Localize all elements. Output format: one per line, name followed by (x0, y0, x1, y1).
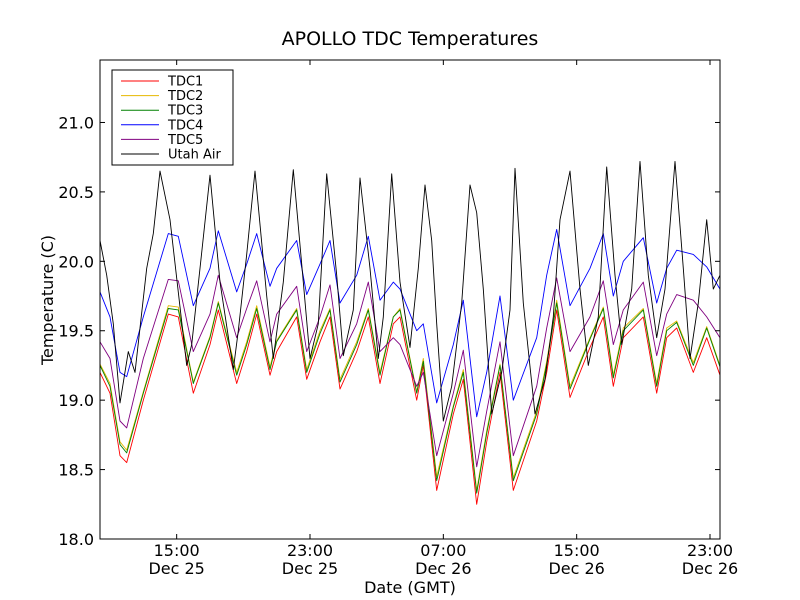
series-line-tdc1 (99, 309, 721, 505)
y-axis-title: Temperature (C) (38, 235, 57, 366)
x-tick-label-date: Dec 26 (548, 559, 604, 578)
x-tick-label-time: 23:00 (687, 541, 733, 560)
chart-title: APOLLO TDC Temperatures (282, 28, 539, 50)
x-tick-label-date: Dec 26 (682, 559, 738, 578)
y-tick-label: 18.5 (58, 461, 94, 480)
x-tick-label-date: Dec 26 (415, 559, 471, 578)
y-tick-label: 19.5 (58, 322, 94, 341)
legend-label-tdc1: TDC1 (167, 75, 203, 90)
y-tick-label: 18.0 (58, 530, 94, 549)
legend-label-tdc5: TDC5 (167, 133, 203, 148)
series-line-utah-air (99, 160, 721, 422)
series-group (99, 160, 721, 505)
y-axis: 18.0 18.5 19.0 19.5 20.0 20.5 21.0 (58, 113, 720, 549)
x-tick-label-time: 07:00 (420, 541, 466, 560)
legend-label-tdc4: TDC4 (167, 118, 203, 133)
x-tick-label-time: 15:00 (154, 541, 200, 560)
y-tick-label: 21.0 (58, 113, 94, 132)
legend-label-tdc3: TDC3 (167, 104, 203, 119)
legend-label-tdc2: TDC2 (167, 89, 203, 104)
legend-box (111, 69, 234, 166)
y-tick-label: 20.0 (58, 252, 94, 271)
x-tick-label-date: Dec 25 (148, 559, 204, 578)
legend-label-utah-air: Utah Air (168, 148, 221, 163)
series-line-tdc4 (99, 228, 721, 418)
plot-frame (99, 59, 721, 540)
y-tick-label: 20.5 (58, 183, 94, 202)
x-tick-label-date: Dec 25 (282, 559, 338, 578)
x-tick-label-time: 23:00 (287, 541, 333, 560)
series-line-tdc5 (99, 274, 721, 468)
x-tick-label-time: 15:00 (554, 541, 600, 560)
y-tick-label: 19.0 (58, 391, 94, 410)
series-line-tdc3 (99, 302, 721, 494)
x-axis-title: Date (GMT) (364, 578, 456, 597)
